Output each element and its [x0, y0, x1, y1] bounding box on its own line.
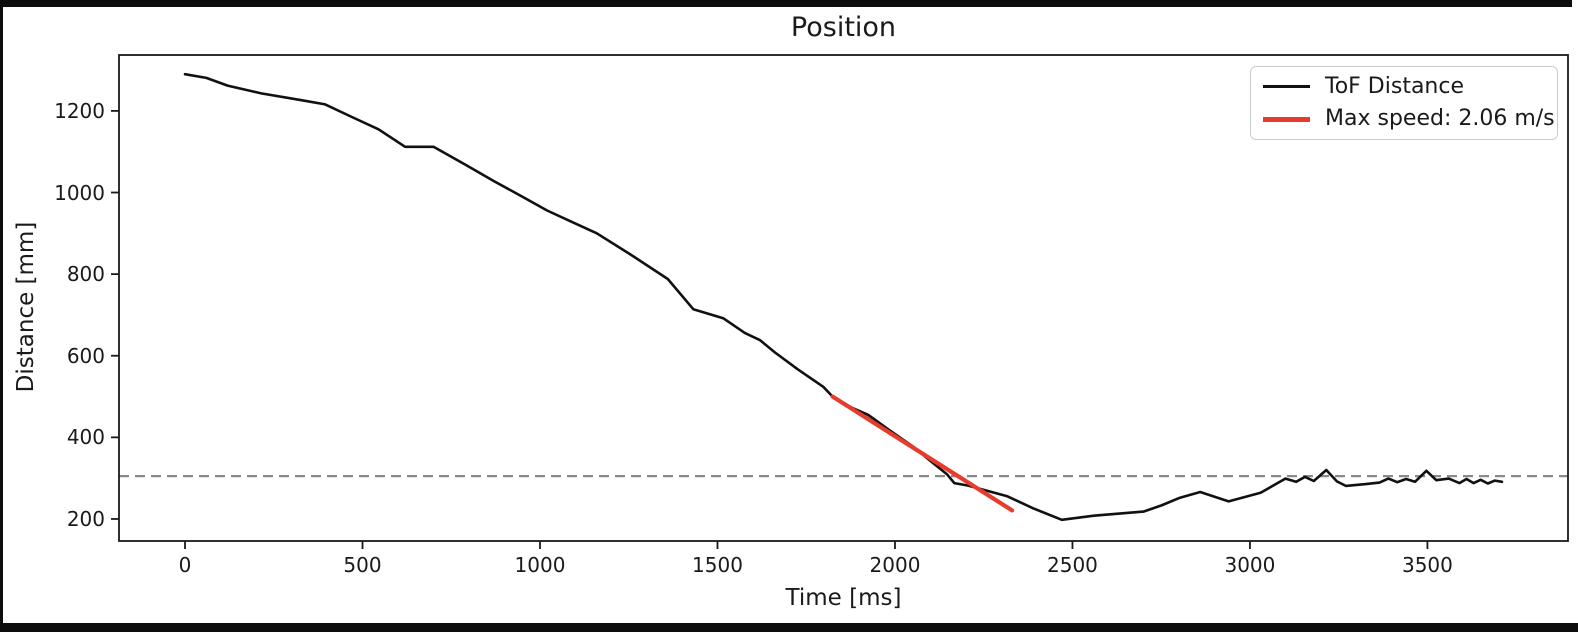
y-tick-label: 800 — [66, 262, 105, 287]
plot-frame — [118, 54, 1569, 542]
x-tick-label: 3500 — [1401, 553, 1453, 577]
left-edge-bar — [0, 0, 3, 632]
series-line-0 — [183, 72, 1504, 522]
y-tick-label: 400 — [66, 425, 105, 450]
x-tick-label: 0 — [178, 553, 192, 577]
x-tick-label: 2000 — [869, 553, 921, 577]
chart-title: Position — [790, 12, 897, 43]
x-axis-label: Time [ms] — [785, 585, 902, 611]
x-tick-label: 3000 — [1224, 553, 1276, 577]
legend: ToF Distance Max speed: 2.06 m/s — [1250, 66, 1558, 140]
top-edge-bar — [0, 0, 1572, 7]
legend-entry-tof: ToF Distance — [1263, 74, 1557, 100]
tof-line-swatch — [1263, 85, 1310, 89]
bottom-edge-bar — [0, 623, 1578, 632]
x-tick-label: 500 — [343, 553, 382, 577]
x-tick-label: 2500 — [1047, 553, 1098, 577]
series-line-1 — [830, 394, 1015, 513]
y-tick-label: 1200 — [54, 98, 105, 123]
legend-label-tof: ToF Distance — [1325, 73, 1465, 99]
x-tick-label: 1500 — [692, 553, 743, 577]
max-speed-line-swatch — [1263, 117, 1310, 122]
y-tick-label: 1000 — [54, 180, 105, 205]
y-tick-label: 600 — [66, 343, 105, 368]
legend-label-max-speed: Max speed: 2.06 m/s — [1325, 106, 1555, 132]
y-tick-label: 200 — [66, 506, 105, 531]
x-tick-label: 1000 — [514, 553, 566, 577]
legend-entry-max-speed: Max speed: 2.06 m/s — [1263, 106, 1557, 132]
